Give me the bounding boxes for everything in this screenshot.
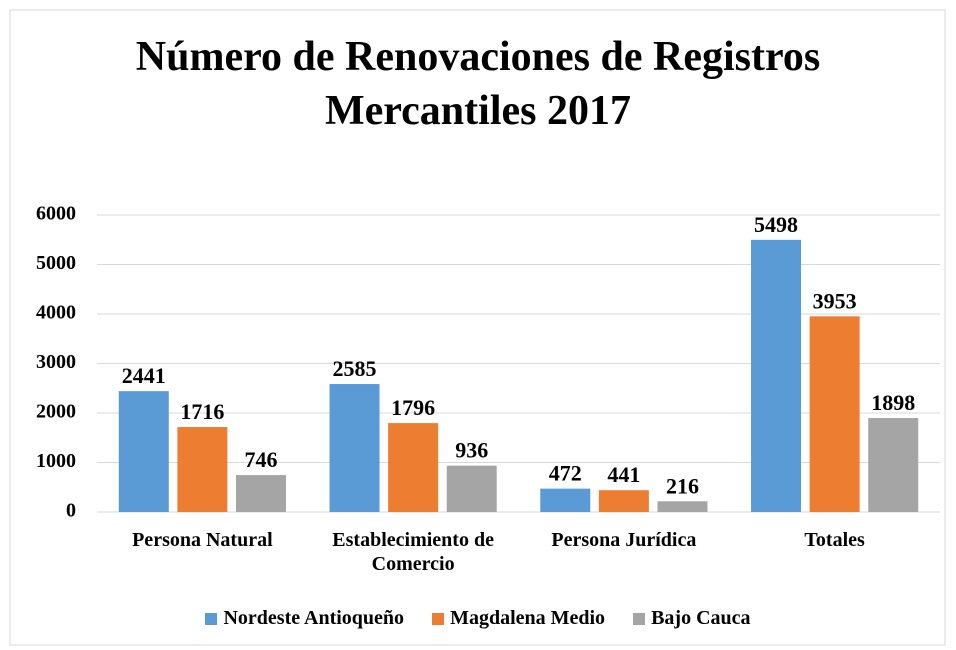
bar	[177, 427, 228, 512]
data-label: 216	[666, 473, 699, 498]
y-tick-label: 6000	[36, 203, 76, 225]
x-tick-label: Totales	[804, 529, 865, 551]
legend-swatch	[205, 612, 218, 625]
data-label: 441	[607, 462, 640, 487]
bar	[598, 490, 649, 512]
y-tick-label: 2000	[36, 401, 76, 423]
legend-swatch	[633, 612, 646, 625]
legend-label: Magdalena Medio	[450, 607, 606, 629]
data-label: 746	[244, 447, 277, 472]
bar	[329, 384, 380, 512]
x-tick-label: Establecimiento de Comercio	[332, 529, 494, 575]
data-label: 1898	[871, 390, 915, 415]
bar	[118, 391, 169, 512]
chart-title: Número de Renovaciones de Registros Merc…	[135, 34, 821, 134]
data-label: 3953	[813, 288, 857, 313]
data-label: 2585	[333, 356, 377, 381]
data-label: 936	[455, 438, 488, 463]
bar	[657, 501, 708, 512]
y-tick-label: 1000	[36, 450, 76, 472]
legend-label: Nordeste Antioqueño	[223, 607, 405, 629]
y-tick-label: 4000	[36, 302, 76, 324]
data-label: 1796	[391, 395, 435, 420]
bar	[868, 418, 919, 512]
x-tick-label: Persona Natural	[132, 529, 273, 551]
bar	[235, 475, 286, 512]
bar	[388, 423, 439, 512]
y-tick-label: 3000	[36, 351, 76, 373]
bar	[809, 316, 860, 512]
y-tick-label: 0	[66, 500, 76, 522]
bar	[540, 488, 591, 512]
bar	[751, 239, 802, 512]
data-label: 472	[549, 461, 582, 486]
data-label: 5498	[754, 212, 798, 237]
legend-label: Bajo Cauca	[651, 607, 751, 629]
legend-item: Nordeste Antioqueño	[205, 607, 404, 630]
x-tick-label: Persona Jurídica	[551, 529, 697, 551]
data-label: 1716	[180, 399, 224, 424]
bar	[446, 465, 497, 512]
legend: Nordeste Antioqueño Magdalena Medio Bajo C…	[0, 607, 956, 630]
legend-swatch	[432, 612, 445, 625]
legend-item: Bajo Cauca	[633, 607, 751, 630]
y-tick-label: 5000	[36, 252, 76, 274]
legend-item: Magdalena Medio	[432, 607, 605, 630]
data-label: 2441	[122, 363, 166, 388]
